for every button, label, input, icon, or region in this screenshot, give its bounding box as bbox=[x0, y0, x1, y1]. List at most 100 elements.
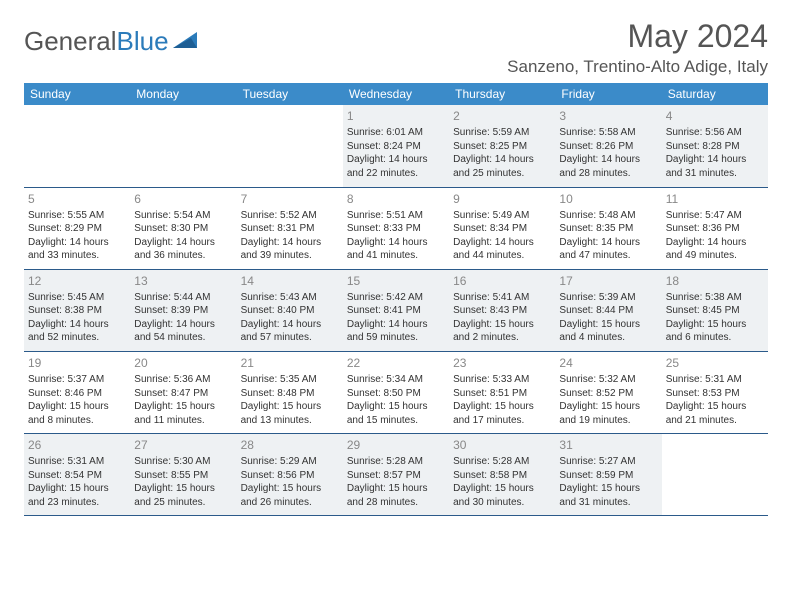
day-cell: 3Sunrise: 5:58 AMSunset: 8:26 PMDaylight… bbox=[555, 105, 661, 187]
sunset-text: Sunset: 8:56 PM bbox=[241, 469, 339, 483]
sunset-text: Sunset: 8:36 PM bbox=[666, 222, 764, 236]
day-number: 18 bbox=[666, 273, 764, 289]
sunset-text: Sunset: 8:48 PM bbox=[241, 387, 339, 401]
sunset-text: Sunset: 8:38 PM bbox=[28, 304, 126, 318]
day-cell: 10Sunrise: 5:48 AMSunset: 8:35 PMDayligh… bbox=[555, 187, 661, 269]
sunset-text: Sunset: 8:53 PM bbox=[666, 387, 764, 401]
sunrise-text: Sunrise: 5:54 AM bbox=[134, 209, 232, 223]
day-header-saturday: Saturday bbox=[662, 83, 768, 105]
daylight-text-2: and 52 minutes. bbox=[28, 331, 126, 345]
day-cell: 18 Sunrise: 5:38 AMSunset: 8:45 PMDayligh… bbox=[662, 269, 768, 351]
sunrise-text: Sunrise: 5:38 AM bbox=[666, 291, 764, 305]
daylight-text: Daylight: 14 hours bbox=[666, 236, 764, 250]
sunrise-text: Sunrise: 5:55 AM bbox=[28, 209, 126, 223]
sunset-text: Sunset: 8:25 PM bbox=[453, 140, 551, 154]
daylight-text: Daylight: 14 hours bbox=[241, 318, 339, 332]
sunset-text: Sunset: 8:40 PM bbox=[241, 304, 339, 318]
sunset-text: Sunset: 8:55 PM bbox=[134, 469, 232, 483]
sunset-text: Sunset: 8:59 PM bbox=[559, 469, 657, 483]
sunset-text: Sunset: 8:43 PM bbox=[453, 304, 551, 318]
week-row: 1Sunrise: 6:01 AMSunset: 8:24 PMDaylight… bbox=[24, 105, 768, 187]
sunset-text: Sunset: 8:45 PM bbox=[666, 304, 764, 318]
day-number: 20 bbox=[134, 355, 232, 371]
sunrise-text: Sunrise: 5:29 AM bbox=[241, 455, 339, 469]
daylight-text: Daylight: 15 hours bbox=[559, 318, 657, 332]
sunrise-text: Sunrise: 5:28 AM bbox=[453, 455, 551, 469]
daylight-text: Daylight: 14 hours bbox=[666, 153, 764, 167]
day-number: 8 bbox=[347, 191, 445, 207]
sunrise-text: Sunrise: 5:58 AM bbox=[559, 126, 657, 140]
day-number: 7 bbox=[241, 191, 339, 207]
day-header-friday: Friday bbox=[555, 83, 661, 105]
daylight-text: Daylight: 15 hours bbox=[453, 400, 551, 414]
daylight-text: Daylight: 14 hours bbox=[134, 236, 232, 250]
location-subtitle: Sanzeno, Trentino-Alto Adige, Italy bbox=[507, 57, 768, 77]
sunset-text: Sunset: 8:46 PM bbox=[28, 387, 126, 401]
daylight-text-2: and 19 minutes. bbox=[559, 414, 657, 428]
calendar-page: GeneralBlue May 2024 Sanzeno, Trentino-A… bbox=[0, 0, 792, 528]
day-cell: 25Sunrise: 5:31 AMSunset: 8:53 PMDayligh… bbox=[662, 351, 768, 433]
sunrise-text: Sunrise: 5:37 AM bbox=[28, 373, 126, 387]
day-header-sunday: Sunday bbox=[24, 83, 130, 105]
calendar-body: 1Sunrise: 6:01 AMSunset: 8:24 PMDaylight… bbox=[24, 105, 768, 516]
day-number: 10 bbox=[559, 191, 657, 207]
sunset-text: Sunset: 8:51 PM bbox=[453, 387, 551, 401]
day-cell: 2Sunrise: 5:59 AMSunset: 8:25 PMDaylight… bbox=[449, 105, 555, 187]
daylight-text: Daylight: 14 hours bbox=[347, 236, 445, 250]
daylight-text-2: and 44 minutes. bbox=[453, 249, 551, 263]
week-row: 26Sunrise: 5:31 AMSunset: 8:54 PMDayligh… bbox=[24, 434, 768, 516]
daylight-text: Daylight: 15 hours bbox=[28, 400, 126, 414]
day-cell: 28Sunrise: 5:29 AMSunset: 8:56 PMDayligh… bbox=[237, 434, 343, 516]
sunrise-text: Sunrise: 5:33 AM bbox=[453, 373, 551, 387]
daylight-text-2: and 26 minutes. bbox=[241, 496, 339, 510]
day-header-tuesday: Tuesday bbox=[237, 83, 343, 105]
daylight-text-2: and 23 minutes. bbox=[28, 496, 126, 510]
daylight-text: Daylight: 15 hours bbox=[241, 482, 339, 496]
day-cell bbox=[237, 105, 343, 187]
daylight-text: Daylight: 14 hours bbox=[28, 318, 126, 332]
day-cell: 17Sunrise: 5:39 AMSunset: 8:44 PMDayligh… bbox=[555, 269, 661, 351]
daylight-text: Daylight: 15 hours bbox=[347, 482, 445, 496]
sunset-text: Sunset: 8:24 PM bbox=[347, 140, 445, 154]
sunset-text: Sunset: 8:52 PM bbox=[559, 387, 657, 401]
daylight-text: Daylight: 15 hours bbox=[28, 482, 126, 496]
day-cell: 24Sunrise: 5:32 AMSunset: 8:52 PMDayligh… bbox=[555, 351, 661, 433]
daylight-text: Daylight: 15 hours bbox=[134, 400, 232, 414]
sunset-text: Sunset: 8:47 PM bbox=[134, 387, 232, 401]
day-cell: 5Sunrise: 5:55 AMSunset: 8:29 PMDaylight… bbox=[24, 187, 130, 269]
day-cell bbox=[130, 105, 236, 187]
sunrise-text: Sunrise: 5:35 AM bbox=[241, 373, 339, 387]
sunrise-text: Sunrise: 5:31 AM bbox=[28, 455, 126, 469]
daylight-text-2: and 17 minutes. bbox=[453, 414, 551, 428]
sunrise-text: Sunrise: 5:34 AM bbox=[347, 373, 445, 387]
sunset-text: Sunset: 8:31 PM bbox=[241, 222, 339, 236]
day-number: 26 bbox=[28, 437, 126, 453]
day-header-wednesday: Wednesday bbox=[343, 83, 449, 105]
daylight-text-2: and 11 minutes. bbox=[134, 414, 232, 428]
sunrise-text: Sunrise: 5:56 AM bbox=[666, 126, 764, 140]
daylight-text: Daylight: 15 hours bbox=[666, 318, 764, 332]
sunrise-text: Sunrise: 5:52 AM bbox=[241, 209, 339, 223]
sunset-text: Sunset: 8:58 PM bbox=[453, 469, 551, 483]
sunset-text: Sunset: 8:39 PM bbox=[134, 304, 232, 318]
day-number: 14 bbox=[241, 273, 339, 289]
daylight-text-2: and 28 minutes. bbox=[347, 496, 445, 510]
daylight-text: Daylight: 14 hours bbox=[28, 236, 126, 250]
day-cell: 31Sunrise: 5:27 AMSunset: 8:59 PMDayligh… bbox=[555, 434, 661, 516]
sunrise-text: Sunrise: 5:49 AM bbox=[453, 209, 551, 223]
day-number: 6 bbox=[134, 191, 232, 207]
daylight-text-2: and 13 minutes. bbox=[241, 414, 339, 428]
day-header-monday: Monday bbox=[130, 83, 236, 105]
week-row: 5Sunrise: 5:55 AMSunset: 8:29 PMDaylight… bbox=[24, 187, 768, 269]
header: GeneralBlue May 2024 Sanzeno, Trentino-A… bbox=[24, 18, 768, 77]
daylight-text: Daylight: 14 hours bbox=[241, 236, 339, 250]
day-cell: 27Sunrise: 5:30 AMSunset: 8:55 PMDayligh… bbox=[130, 434, 236, 516]
sunset-text: Sunset: 8:29 PM bbox=[28, 222, 126, 236]
sunrise-text: Sunrise: 5:47 AM bbox=[666, 209, 764, 223]
day-number: 1 bbox=[347, 108, 445, 124]
day-number: 17 bbox=[559, 273, 657, 289]
sunrise-text: Sunrise: 5:59 AM bbox=[453, 126, 551, 140]
sunset-text: Sunset: 8:44 PM bbox=[559, 304, 657, 318]
day-number: 9 bbox=[453, 191, 551, 207]
sunrise-text: Sunrise: 5:48 AM bbox=[559, 209, 657, 223]
